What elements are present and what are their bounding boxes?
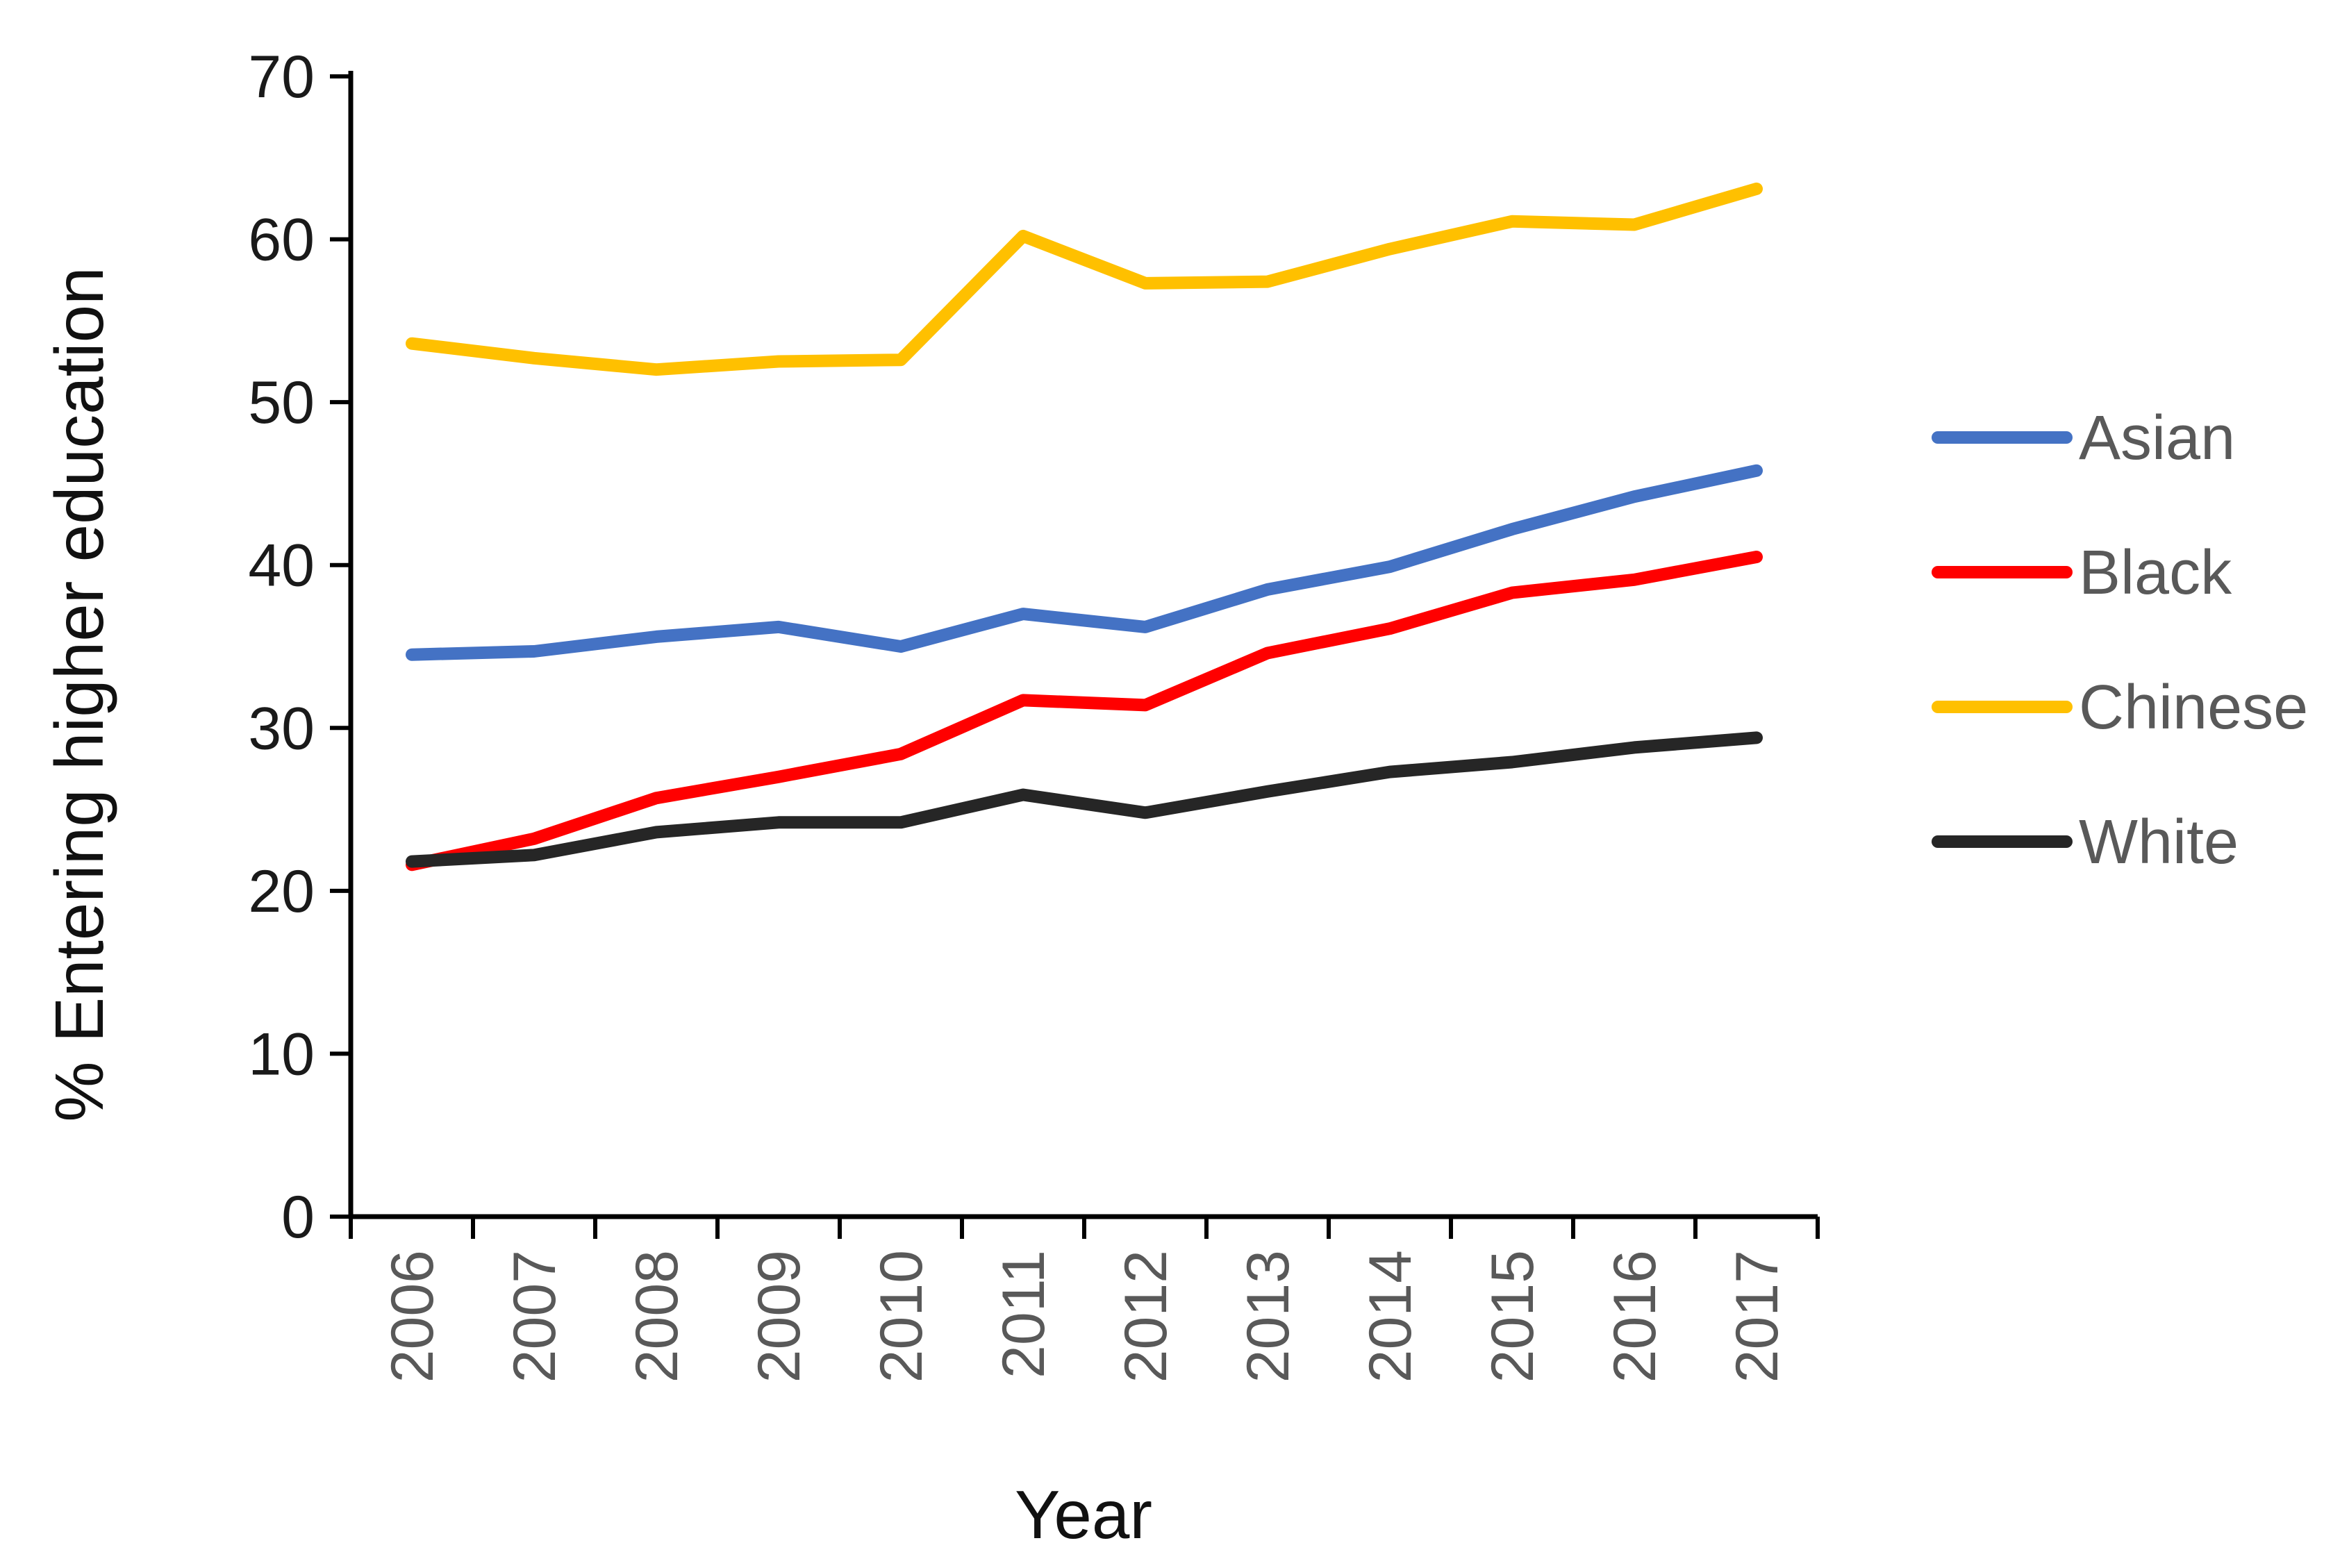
- x-tick-label: 2012: [1113, 1250, 1179, 1383]
- legend: Asian Black Chinese White: [1932, 403, 2308, 877]
- x-tick-label: 2010: [868, 1250, 935, 1383]
- series-lines: [406, 182, 1763, 871]
- x-tick-label: 2014: [1357, 1250, 1424, 1383]
- series-line-white: [406, 731, 1763, 868]
- series-line-chinese: [406, 182, 1763, 376]
- y-axis-title: % Entering higher education: [41, 267, 117, 1121]
- y-tick-label: 40: [248, 533, 315, 599]
- legend-label-chinese: Chinese: [2079, 673, 2308, 742]
- y-tick-label: 20: [248, 858, 315, 925]
- legend-label-black: Black: [2079, 538, 2232, 608]
- series-line-black: [406, 551, 1763, 871]
- legend-label-asian: Asian: [2079, 403, 2235, 473]
- y-tick-label: 60: [248, 207, 315, 274]
- x-tick-label: 2009: [746, 1250, 813, 1383]
- series-line-asian: [406, 464, 1763, 661]
- x-axis-title: Year: [1015, 1476, 1152, 1553]
- x-tick-label: 2017: [1724, 1250, 1791, 1383]
- y-tick-label: 70: [248, 44, 315, 110]
- x-tick-label: 2013: [1235, 1250, 1302, 1383]
- x-tick-label: 2006: [379, 1250, 446, 1383]
- x-tick-label: 2011: [990, 1250, 1057, 1378]
- x-tick-label: 2007: [501, 1250, 568, 1383]
- y-tick-label: 10: [248, 1021, 315, 1087]
- x-tick-label: 2016: [1602, 1250, 1668, 1383]
- y-tick-label: 30: [248, 695, 315, 762]
- axes: 0 10 20 30 40 50 60 70 2006 2007 2008 2009 2010 2011 2…: [248, 44, 1820, 1383]
- legend-label-white: White: [2079, 808, 2239, 877]
- x-tick-label: 2008: [624, 1250, 690, 1383]
- x-tick-label: 2015: [1479, 1250, 1546, 1383]
- y-tick-label: 50: [248, 369, 315, 436]
- y-tick-label: 0: [281, 1184, 315, 1251]
